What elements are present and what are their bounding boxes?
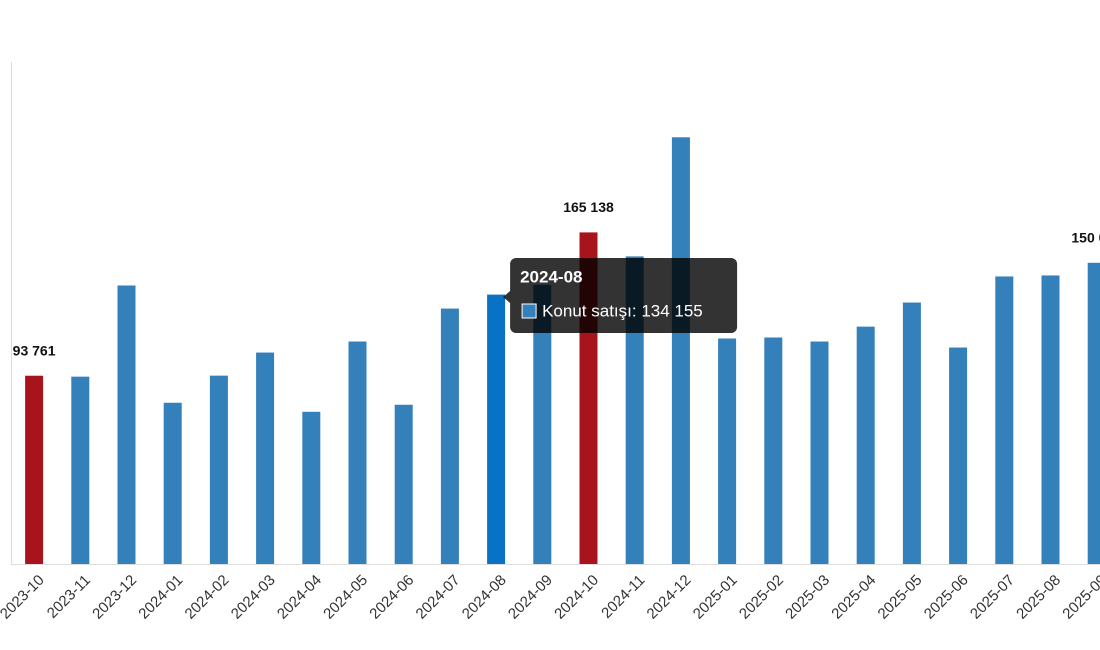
bar — [810, 341, 829, 564]
x-tick-label: 2025-06 — [921, 572, 972, 623]
data-label: 165 138 — [563, 199, 614, 215]
x-tick-label: 2025-08 — [1013, 572, 1064, 623]
x-tick-label: 2025-03 — [782, 572, 833, 623]
bar — [487, 294, 506, 564]
bar — [902, 302, 921, 564]
tooltip-swatch — [521, 303, 537, 319]
x-tick-label: 2024-05 — [320, 572, 371, 623]
bar — [256, 352, 275, 564]
bar — [117, 285, 136, 564]
x-tick-label: 2024-02 — [182, 572, 233, 623]
x-tick-label: 2023-10 — [0, 572, 48, 623]
tooltip-box — [503, 258, 738, 333]
bar — [856, 326, 875, 564]
bar — [949, 347, 968, 564]
x-tick-label: 2024-01 — [135, 572, 186, 623]
bar — [718, 338, 737, 564]
x-tick-label: 2024-09 — [505, 572, 556, 623]
bar — [533, 284, 552, 564]
x-tick-label: 2025-04 — [828, 572, 879, 623]
data-label: 93 761 — [13, 342, 56, 358]
x-tick-label: 2025-01 — [690, 572, 741, 623]
x-tick-label: 2024-07 — [413, 572, 464, 623]
bar — [1041, 275, 1060, 564]
bar — [209, 375, 228, 564]
tooltip-title: 2024-08 — [520, 267, 582, 286]
x-tick-label: 2024-06 — [366, 572, 417, 623]
x-tick-label: 2024-03 — [228, 572, 279, 623]
bar — [163, 402, 182, 564]
bar — [1087, 262, 1100, 564]
bar — [302, 411, 321, 564]
x-tick-label: 2025-05 — [875, 572, 926, 623]
tooltip-label: Konut satışı: 134 155 — [542, 301, 703, 320]
bar — [625, 256, 644, 564]
x-tick-label: 2024-12 — [644, 572, 695, 623]
x-tick-label: 2024-10 — [551, 572, 602, 623]
x-tick-label: 2024-08 — [459, 572, 510, 623]
x-tick-label: 2024-04 — [274, 572, 325, 623]
x-tick-label: 2024-11 — [598, 572, 648, 622]
bar — [348, 341, 367, 564]
x-tick-label: 2023-11 — [44, 572, 94, 622]
x-tick-label: 2025-09 — [1059, 572, 1100, 623]
data-label: 150 000 — [1071, 230, 1100, 246]
x-tick-label: 2025-07 — [967, 572, 1018, 623]
x-tick-label: 2023-12 — [89, 572, 140, 623]
bar — [671, 137, 690, 565]
bar — [71, 376, 90, 564]
bar — [440, 308, 459, 564]
bar — [394, 404, 413, 564]
x-tick-label: 2025-02 — [736, 572, 787, 623]
tooltip: 2024-08 Konut satışı: 134 155 — [503, 258, 738, 333]
bar — [995, 276, 1014, 564]
bar — [764, 337, 783, 564]
bar — [25, 375, 44, 564]
